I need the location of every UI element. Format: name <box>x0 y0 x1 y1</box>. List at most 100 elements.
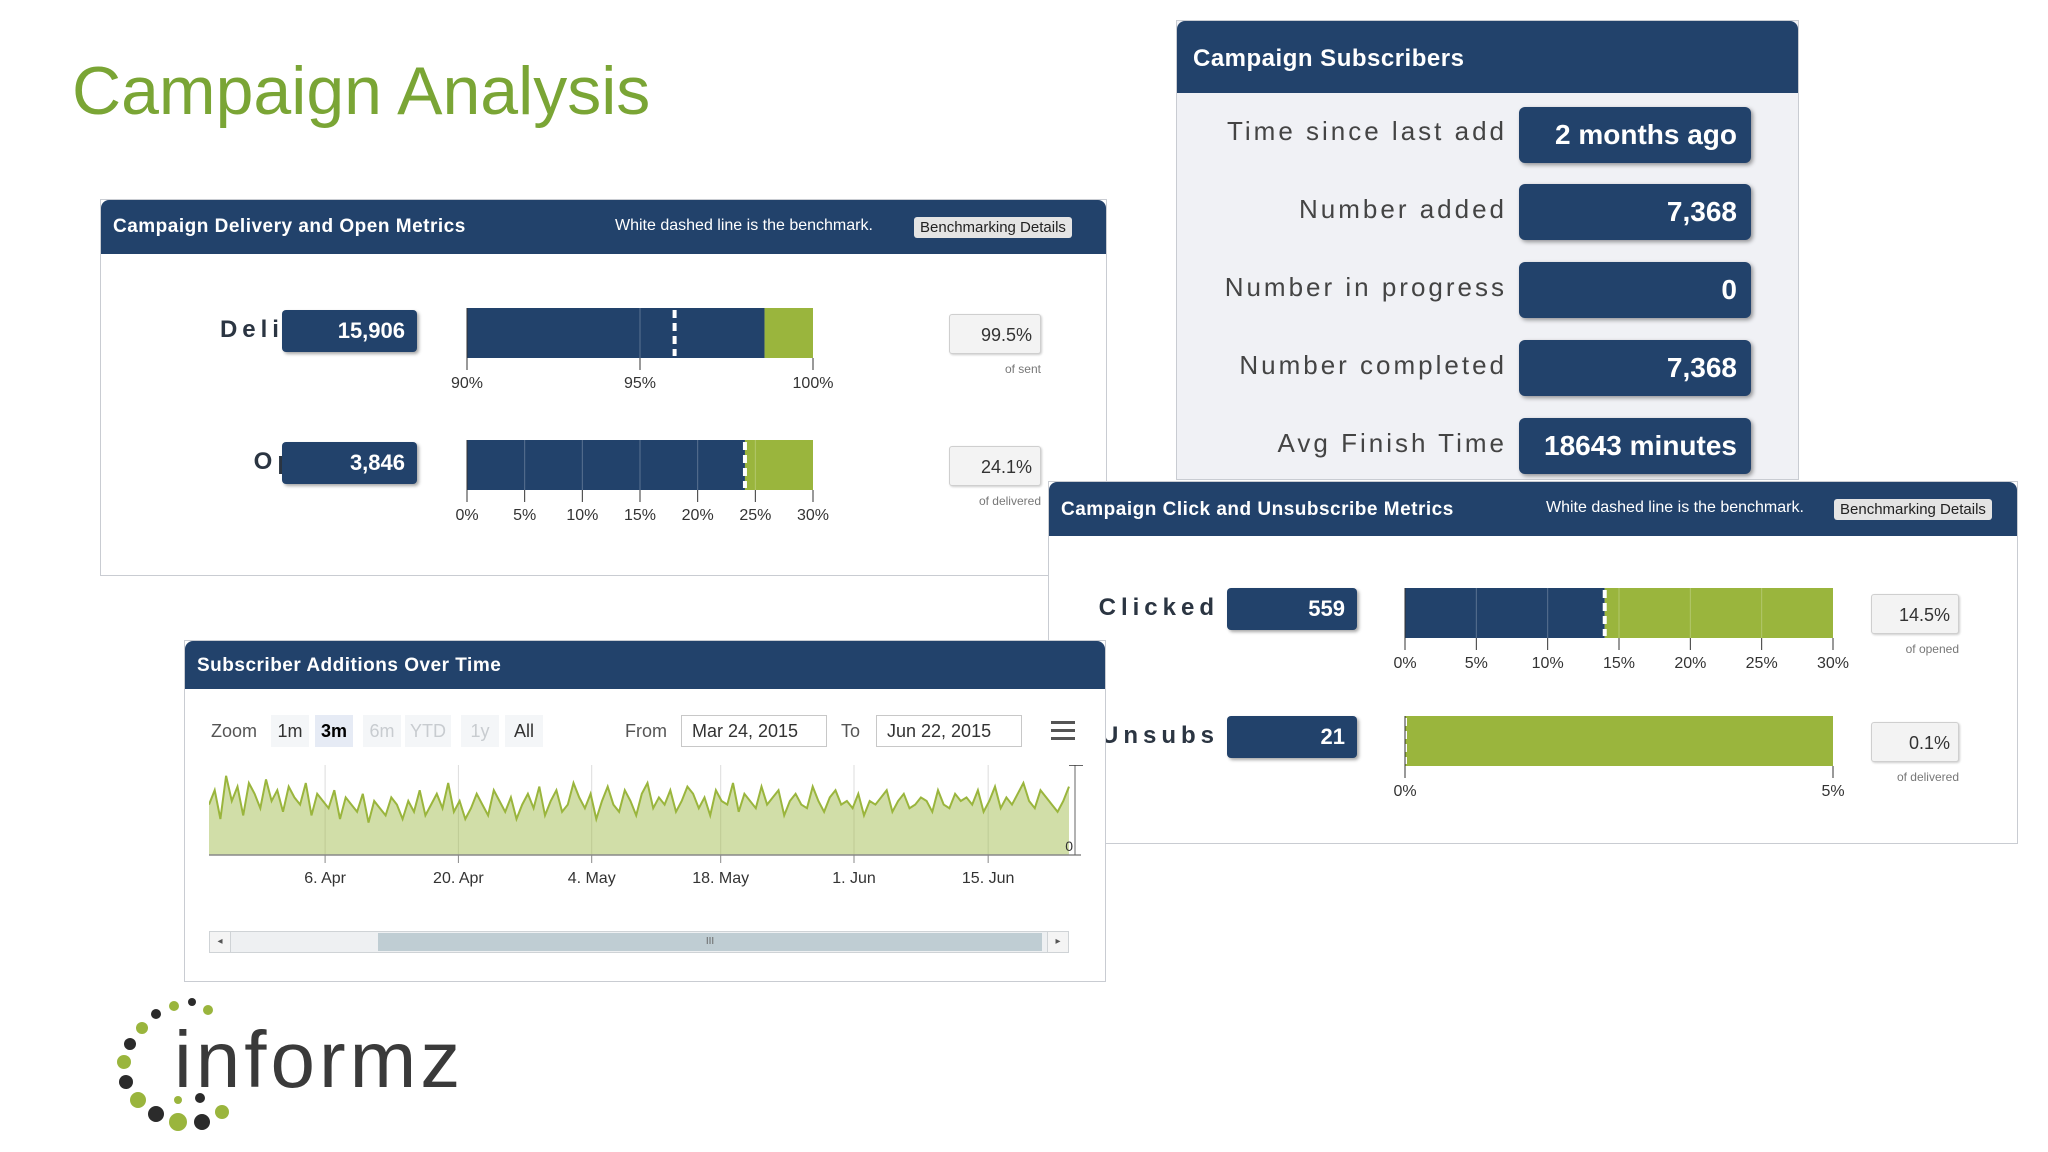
opened-tick-label: 5% <box>513 507 536 524</box>
unsubs-tick-label: 5% <box>1821 783 1844 800</box>
number-added-label: Number added <box>1299 194 1507 224</box>
range-navigator[interactable]: ◂ III ▸ <box>209 931 1069 953</box>
clicked-label: Clicked <box>1098 594 1219 621</box>
number-completed-label: Number completed <box>1239 350 1507 380</box>
clicked-tick-label: 10% <box>1532 655 1564 672</box>
opened-value: 3,846 <box>282 442 417 484</box>
benchmark-note: White dashed line is the benchmark. <box>1546 499 1804 516</box>
zoom-all-button[interactable]: All <box>505 715 543 747</box>
clicked-bar-remainder <box>1604 588 1833 638</box>
delivery-panel-title: Campaign Delivery and Open Metrics <box>113 216 466 237</box>
clicked-pct-sub: of opened <box>1905 642 1959 656</box>
delivered-tick-label: 90% <box>451 375 483 392</box>
avg-finish-time-label: Avg Finish Time <box>1277 428 1507 458</box>
x-tick-label: 20. Apr <box>433 870 484 887</box>
clicked-value: 559 <box>1227 588 1357 630</box>
logo-dots-icon <box>117 998 229 1131</box>
clicked-bar-fill <box>1405 588 1605 638</box>
clicked-tick-label: 15% <box>1603 655 1635 672</box>
x-tick-label: 1. Jun <box>832 870 876 887</box>
from-label: From <box>625 721 667 741</box>
to-label: To <box>841 721 861 741</box>
scroll-grip: III <box>705 936 715 947</box>
scroll-left-button[interactable]: ◂ <box>210 932 231 952</box>
clicked-tick-label: 30% <box>1817 655 1849 672</box>
delivery-panel: Campaign Delivery and Open Metrics White… <box>100 199 1107 576</box>
number-in-progress-label: Number in progress <box>1224 272 1507 302</box>
subscribers-panel-header: Campaign Subscribers <box>1177 21 1798 93</box>
additions-panel-title: Subscriber Additions Over Time <box>197 655 502 676</box>
time-since-last-add-value: 2 months ago <box>1519 107 1751 163</box>
delivered-tick-label: 95% <box>624 375 656 392</box>
x-tick-label: 15. Jun <box>962 870 1014 887</box>
delivered-bar-fill <box>467 308 765 358</box>
x-tick-label: 18. May <box>692 870 749 887</box>
opened-bar-remainder <box>744 440 813 490</box>
zoom-3m-button[interactable]: 3m <box>315 715 353 747</box>
number-completed-value: 7,368 <box>1519 340 1751 396</box>
unsubs-pct-sub: of delivered <box>1896 770 1959 784</box>
time-since-last-add-label: Time since last add <box>1226 116 1507 146</box>
opened-bar-fill <box>467 440 745 490</box>
additions-panel: Subscriber Additions Over Time Zoom 1m 3m… <box>184 640 1106 982</box>
hamburger-icon[interactable] <box>1051 721 1075 741</box>
subscribers-panel-title: Campaign Subscribers <box>1193 45 1465 72</box>
benchmarking-details-button[interactable]: Benchmarking Details <box>1834 499 1992 520</box>
opened-tick-label: 15% <box>624 507 656 524</box>
page-title: Campaign Analysis <box>72 53 651 129</box>
x-tick-label: 6. Apr <box>304 870 346 887</box>
delivered-pct: 99.5% <box>949 314 1041 354</box>
clicked-tick-label: 20% <box>1674 655 1706 672</box>
clicked-bar-chart: 0% 5% 10% 15% 20% 25% 30% <box>1393 588 1849 672</box>
number-added-value: 7,368 <box>1519 184 1751 240</box>
clicked-tick-label: 0% <box>1393 655 1416 672</box>
x-tick-label: 4. May <box>568 870 616 887</box>
informz-logo: informz <box>104 988 554 1138</box>
opened-bar-chart: 0% 5% 10% 15% 20% 25% 30% <box>455 440 829 524</box>
unsubs-bar-fill <box>1405 716 1833 766</box>
clicked-tick-label: 5% <box>1465 655 1488 672</box>
scroll-right-button[interactable]: ▸ <box>1047 932 1068 952</box>
delivery-panel-header: Campaign Delivery and Open Metrics White… <box>101 200 1106 254</box>
zoom-ytd-button: YTD <box>405 715 451 747</box>
subscribers-panel: Campaign Subscribers Time since last add… <box>1176 20 1799 480</box>
opened-tick-label: 30% <box>797 507 829 524</box>
opened-tick-label: 20% <box>682 507 714 524</box>
opened-pct: 24.1% <box>949 446 1041 486</box>
additions-area-chart: 0 6. Apr 20. Apr 4. May 18. May 1. Jun 15. Jun <box>209 765 1083 887</box>
y-tick-label: 0 <box>1065 838 1073 854</box>
opened-tick-label: 25% <box>739 507 771 524</box>
number-in-progress-value: 0 <box>1519 262 1751 318</box>
to-date-input[interactable]: Jun 22, 2015 <box>876 715 1022 747</box>
opened-tick-label: 0% <box>455 507 478 524</box>
delivered-tick-label: 100% <box>793 375 834 392</box>
clicked-pct: 14.5% <box>1871 594 1959 634</box>
delivered-bar-chart: 90% 95% 100% <box>451 308 834 392</box>
click-panel-title: Campaign Click and Unsubscribe Metrics <box>1061 499 1454 520</box>
opened-tick-label: 10% <box>566 507 598 524</box>
zoom-label: Zoom <box>211 721 258 741</box>
area-line <box>209 775 1070 823</box>
logo-wordmark: informz <box>174 1015 465 1104</box>
benchmark-note: White dashed line is the benchmark. <box>615 217 873 234</box>
additions-panel-header: Subscriber Additions Over Time <box>185 641 1105 689</box>
unsubs-label: Unsubs <box>1100 722 1219 749</box>
unsubs-bar-chart: 0% 5% <box>1393 716 1845 800</box>
benchmarking-details-button[interactable]: Benchmarking Details <box>914 217 1072 238</box>
opened-pct-sub: of delivered <box>978 494 1041 508</box>
avg-finish-time-value: 18643 minutes <box>1519 418 1751 474</box>
unsubs-tick-label: 0% <box>1393 783 1416 800</box>
unsubs-pct: 0.1% <box>1871 722 1959 762</box>
area-fill <box>209 775 1069 855</box>
click-panel: Campaign Click and Unsubscribe Metrics W… <box>1048 481 2018 844</box>
clicked-tick-label: 25% <box>1746 655 1778 672</box>
from-date-input[interactable]: Mar 24, 2015 <box>681 715 827 747</box>
delivered-bar-remainder <box>764 308 813 358</box>
delivered-pct-sub: of sent <box>1004 362 1041 376</box>
unsubs-value: 21 <box>1227 716 1357 758</box>
zoom-1y-button: 1y <box>461 715 499 747</box>
delivered-value: 15,906 <box>282 310 417 352</box>
zoom-6m-button: 6m <box>363 715 401 747</box>
scroll-thumb[interactable]: III <box>378 933 1042 951</box>
zoom-1m-button[interactable]: 1m <box>271 715 309 747</box>
